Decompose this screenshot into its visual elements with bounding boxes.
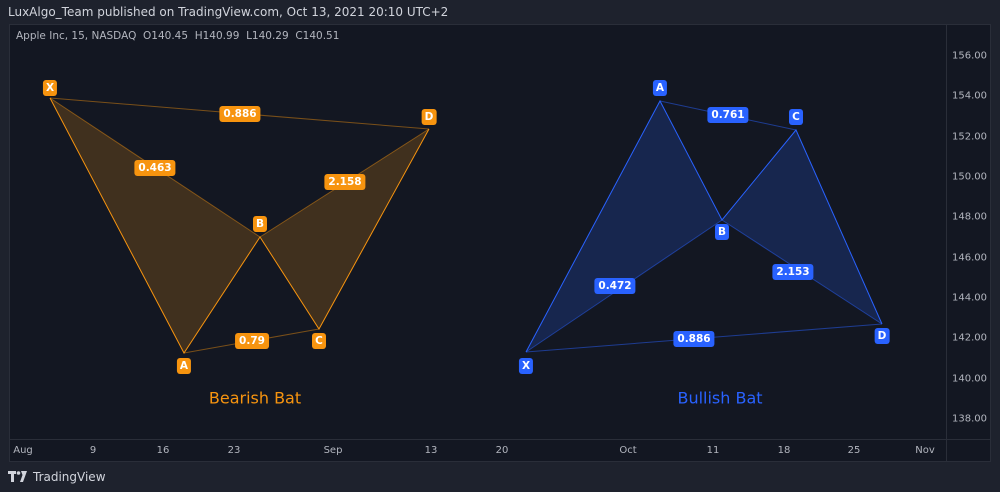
price-tick: 142.00 (952, 332, 987, 344)
bearish-ratio-ac: 0.79 (235, 333, 269, 349)
time-tick: 11 (706, 445, 720, 456)
bullish-point-x: X (518, 358, 534, 374)
ohlc-close: C140.51 (295, 30, 340, 42)
time-tick: 18 (777, 445, 791, 456)
price-tick: 146.00 (952, 252, 987, 264)
price-tick: 138.00 (952, 413, 987, 425)
axis-corner (946, 439, 991, 462)
ohlc-low: L140.29 (246, 30, 289, 42)
time-tick: Oct (619, 445, 637, 456)
tradingview-branding[interactable]: TradingView (8, 470, 106, 484)
time-tick: 13 (424, 445, 438, 456)
bearish-ratio-xb: 0.463 (134, 160, 176, 176)
bullish-ratio-ac: 0.761 (707, 107, 749, 123)
bearish-point-b: B (252, 216, 268, 232)
chart-panel[interactable]: X A B C D 0.463 0.79 2.158 0.886 Bearish… (9, 24, 991, 462)
time-tick: Aug (13, 445, 33, 456)
bullish-point-a: A (652, 80, 668, 96)
bearish-bat-title: Bearish Bat (208, 388, 302, 408)
bearish-point-a: A (176, 358, 192, 374)
symbol-legend: Apple Inc, 15, NASDAQ O140.45 H140.99 L1… (16, 30, 339, 42)
time-tick: 9 (89, 445, 97, 456)
price-tick: 154.00 (952, 90, 987, 102)
publisher-header: LuxAlgo_Team published on TradingView.co… (8, 5, 449, 19)
bullish-ratio-xb: 0.472 (594, 278, 636, 294)
bullish-point-d: D (874, 328, 890, 344)
tradingview-logo-icon (8, 471, 27, 482)
tradingview-brand-text: TradingView (33, 470, 106, 484)
price-tick: 144.00 (952, 292, 987, 304)
bearish-point-x: X (42, 80, 58, 96)
time-tick: 25 (847, 445, 861, 456)
bearish-point-c: C (312, 333, 326, 349)
time-tick: 23 (227, 445, 241, 456)
price-tick: 140.00 (952, 373, 987, 385)
bearish-point-d: D (421, 109, 437, 125)
symbol-name: Apple Inc, 15, NASDAQ (16, 30, 137, 42)
price-tick: 148.00 (952, 211, 987, 223)
bullish-point-c: C (789, 109, 803, 125)
plot-area[interactable]: X A B C D 0.463 0.79 2.158 0.886 Bearish… (10, 25, 946, 439)
bearish-ratio-xd: 0.886 (219, 106, 261, 122)
bullish-ratio-bd: 2.153 (772, 264, 814, 280)
bullish-ratio-xd: 0.886 (673, 331, 715, 347)
price-axis[interactable]: 156.00 154.00 152.00 150.00 148.00 146.0… (946, 25, 991, 439)
pattern-drawings (49, 97, 883, 354)
time-tick: Nov (915, 445, 935, 456)
ohlc-high: H140.99 (194, 30, 240, 42)
time-tick: Sep (323, 445, 343, 456)
price-tick: 150.00 (952, 171, 987, 183)
price-tick: 152.00 (952, 131, 987, 143)
time-tick: 20 (495, 445, 509, 456)
bullish-bat-title: Bullish Bat (677, 388, 763, 408)
ohlc-open: O140.45 (143, 30, 189, 42)
time-axis[interactable]: Aug 9 16 23 Sep 13 20 Oct 11 18 25 Nov (10, 439, 946, 462)
time-tick: 16 (156, 445, 170, 456)
bullish-point-b: B (714, 224, 730, 240)
bearish-ratio-bd: 2.158 (324, 174, 366, 190)
price-tick: 156.00 (952, 50, 987, 62)
